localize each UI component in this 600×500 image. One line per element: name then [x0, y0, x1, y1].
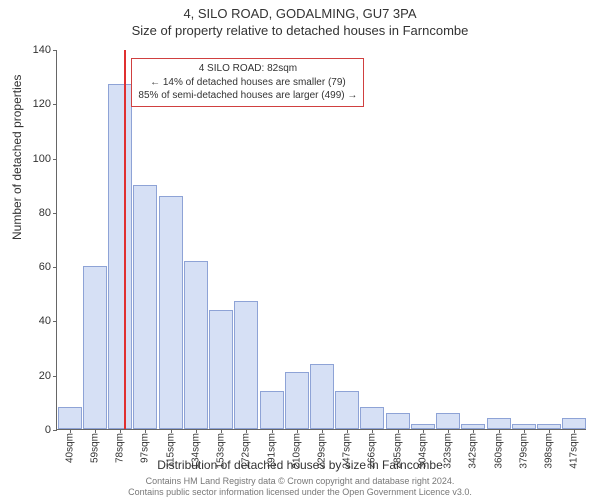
x-tick-mark: [145, 429, 146, 433]
bar: [285, 372, 309, 429]
bar: [159, 196, 183, 429]
x-tick-mark: [524, 429, 525, 433]
chart-area: 02040608010012014040sqm59sqm78sqm97sqm11…: [56, 50, 586, 430]
x-tick-mark: [372, 429, 373, 433]
bar: [133, 185, 157, 429]
bar: [58, 407, 82, 429]
footer-line1: Contains HM Land Registry data © Crown c…: [0, 476, 600, 487]
y-tick-mark: [53, 376, 57, 377]
y-tick-label: 20: [39, 370, 51, 382]
x-axis-label: Distribution of detached houses by size …: [0, 458, 600, 472]
bar: [335, 391, 359, 429]
x-tick-mark: [221, 429, 222, 433]
x-tick-mark: [70, 429, 71, 433]
x-tick-mark: [95, 429, 96, 433]
x-tick-mark: [448, 429, 449, 433]
x-tick-mark: [196, 429, 197, 433]
y-tick-label: 120: [33, 98, 51, 110]
bar: [260, 391, 284, 429]
y-tick-label: 140: [33, 44, 51, 56]
plot-box: 02040608010012014040sqm59sqm78sqm97sqm11…: [56, 50, 586, 430]
x-tick-mark: [246, 429, 247, 433]
bar: [386, 413, 410, 429]
x-tick-mark: [272, 429, 273, 433]
bar: [184, 261, 208, 429]
reference-line: [124, 50, 126, 429]
x-tick-mark: [549, 429, 550, 433]
annotation-line: 85% of semi-detached houses are larger (…: [138, 89, 357, 103]
annotation-box: 4 SILO ROAD: 82sqm← 14% of detached hous…: [131, 58, 364, 107]
bar: [310, 364, 334, 429]
y-tick-mark: [53, 213, 57, 214]
bar: [83, 266, 107, 429]
x-tick-mark: [398, 429, 399, 433]
y-tick-mark: [53, 104, 57, 105]
title-line1: 4, SILO ROAD, GODALMING, GU7 3PA: [0, 0, 600, 21]
bar: [108, 84, 132, 429]
x-tick-mark: [574, 429, 575, 433]
bar: [562, 418, 586, 429]
x-tick-mark: [322, 429, 323, 433]
x-tick-mark: [297, 429, 298, 433]
x-tick-mark: [473, 429, 474, 433]
annotation-line: ← 14% of detached houses are smaller (79…: [138, 76, 357, 90]
x-tick-mark: [120, 429, 121, 433]
y-tick-label: 40: [39, 315, 51, 327]
bar: [487, 418, 511, 429]
x-tick-mark: [347, 429, 348, 433]
bar: [209, 310, 233, 429]
y-tick-mark: [53, 430, 57, 431]
footer-attribution: Contains HM Land Registry data © Crown c…: [0, 476, 600, 499]
y-tick-label: 80: [39, 207, 51, 219]
annotation-line: 4 SILO ROAD: 82sqm: [138, 62, 357, 76]
footer-line2: Contains public sector information licen…: [0, 487, 600, 498]
bar: [360, 407, 384, 429]
y-tick-mark: [53, 159, 57, 160]
y-tick-label: 60: [39, 261, 51, 273]
y-tick-mark: [53, 267, 57, 268]
x-tick-mark: [499, 429, 500, 433]
y-tick-label: 0: [45, 424, 51, 436]
y-tick-label: 100: [33, 153, 51, 165]
bar: [436, 413, 460, 429]
y-tick-mark: [53, 321, 57, 322]
bar: [234, 301, 258, 429]
title-line2: Size of property relative to detached ho…: [0, 21, 600, 38]
x-tick-mark: [171, 429, 172, 433]
y-axis-label: Number of detached properties: [10, 75, 24, 240]
x-tick-mark: [423, 429, 424, 433]
y-tick-mark: [53, 50, 57, 51]
